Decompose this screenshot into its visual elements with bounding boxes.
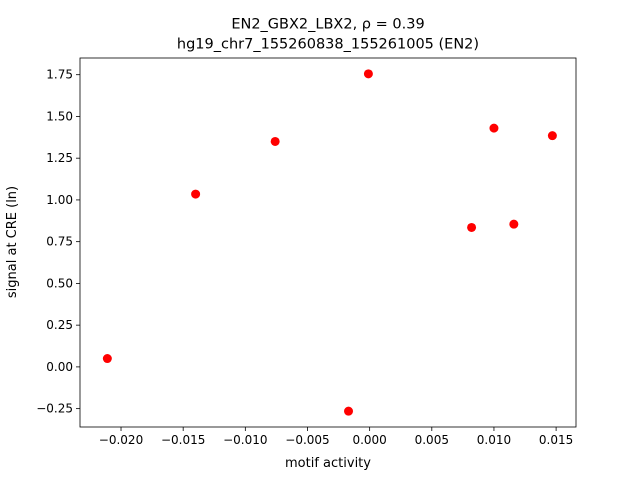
y-tick-label: 1.50 <box>46 109 73 123</box>
x-tick-label: −0.015 <box>161 433 205 447</box>
y-tick-label: 1.00 <box>46 193 73 207</box>
data-point <box>344 406 354 416</box>
data-point <box>102 354 112 364</box>
data-point <box>270 136 280 146</box>
data-point <box>547 131 557 141</box>
x-tick-label: 0.000 <box>352 433 386 447</box>
x-axis-label: motif activity <box>285 456 371 471</box>
x-tick-label: −0.010 <box>223 433 267 447</box>
x-tick-label: −0.020 <box>99 433 143 447</box>
plot-area-frame <box>79 57 577 428</box>
x-tick-label: 0.005 <box>415 433 449 447</box>
y-tick-label: 0.00 <box>46 360 73 374</box>
y-tick-label: 1.25 <box>46 151 73 165</box>
data-point <box>191 189 201 199</box>
y-tick-label: 0.25 <box>46 318 73 332</box>
data-point <box>509 219 519 229</box>
y-tick-label: −0.25 <box>36 402 73 416</box>
x-tick-label: 0.010 <box>477 433 511 447</box>
y-tick-label: 0.50 <box>46 276 73 290</box>
data-point <box>489 123 499 133</box>
data-point <box>363 69 373 79</box>
chart-title-line2: hg19_chr7_155260838_155261005 (EN2) <box>177 37 479 53</box>
chart-title-line1: EN2_GBX2_LBX2, ρ = 0.39 <box>231 17 424 33</box>
y-tick-label: 0.75 <box>46 235 73 249</box>
data-point <box>467 222 477 232</box>
x-tick-label: −0.005 <box>285 433 329 447</box>
y-axis-label: signal at CRE (ln) <box>5 186 20 298</box>
x-tick-label: 0.015 <box>539 433 573 447</box>
y-tick-label: 1.75 <box>46 68 73 82</box>
